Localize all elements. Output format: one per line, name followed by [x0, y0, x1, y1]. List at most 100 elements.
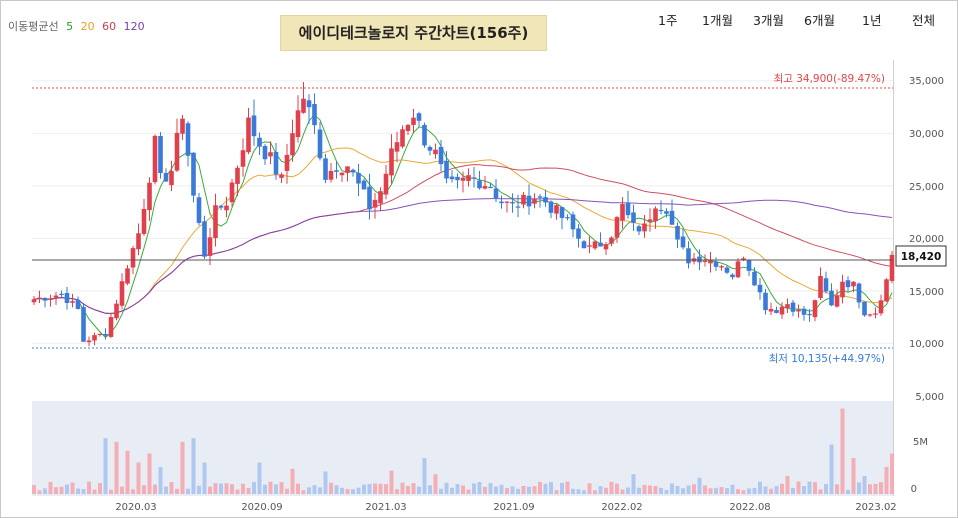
volume-bar — [554, 490, 559, 494]
candle-body — [86, 340, 92, 343]
volume-bar — [367, 484, 372, 494]
volume-bar — [246, 487, 251, 494]
candle-body — [114, 303, 119, 319]
candle-body — [400, 129, 405, 147]
period-all-button[interactable]: 전체 — [912, 13, 936, 28]
volume-bar — [769, 488, 773, 494]
volume-bar — [37, 490, 42, 494]
volume-bar — [675, 485, 680, 494]
volume-bar — [268, 481, 273, 494]
candle-body — [350, 169, 356, 173]
candle-body — [433, 149, 438, 155]
volume-bar — [692, 484, 696, 494]
ma-legend-item-60[interactable]: 60 — [102, 20, 117, 33]
volume-bar — [158, 467, 163, 494]
volume-bar — [43, 488, 47, 494]
candle-body — [48, 298, 53, 300]
ma-legend-item-5[interactable]: 5 — [66, 20, 74, 33]
volume-bar — [422, 458, 427, 494]
volume-bar — [169, 482, 174, 494]
volume-bar — [428, 485, 432, 494]
volume-bar — [153, 484, 157, 494]
ma-legend-item-20[interactable]: 20 — [80, 20, 95, 33]
volume-bar — [323, 471, 328, 494]
candle-body — [543, 197, 548, 203]
volume-bar — [846, 489, 850, 494]
volume-bar — [274, 484, 278, 494]
volume-bar — [791, 487, 795, 494]
candle-body — [515, 206, 521, 208]
candle-body — [213, 205, 218, 239]
volume-bar — [120, 486, 124, 494]
volume-bar — [835, 484, 839, 494]
volume-bar — [593, 490, 597, 494]
volume-bar — [54, 487, 58, 494]
candle-body — [411, 117, 416, 125]
volume-bar — [472, 483, 476, 494]
candle-body — [878, 300, 884, 314]
volume-bar — [450, 487, 454, 494]
candle-body — [686, 248, 691, 264]
volume-tick-label: 5,000 — [915, 392, 944, 403]
volume-bar — [576, 489, 581, 494]
candle-body — [559, 207, 565, 218]
volume-bar — [752, 487, 757, 494]
candle-body — [422, 124, 427, 146]
candle-body — [735, 261, 741, 278]
period-1y-button[interactable]: 1년 — [862, 13, 882, 28]
candle-body — [92, 335, 97, 341]
candle-body — [295, 110, 301, 138]
volume-bar — [389, 470, 394, 494]
period-1m-button[interactable]: 1개월 — [702, 13, 733, 28]
candle-body — [746, 260, 752, 271]
candle-body — [455, 176, 460, 181]
candle-body — [499, 201, 504, 204]
ma-legend-item-120[interactable]: 120 — [123, 20, 145, 33]
candle-body — [389, 148, 394, 176]
volume-bar — [582, 490, 586, 494]
volume-bar — [230, 484, 234, 494]
ma-legend-label: 이동평균선 — [8, 20, 59, 33]
volume-bar — [362, 484, 366, 494]
candle-body — [361, 180, 367, 190]
period-3m-button[interactable]: 3개월 — [753, 13, 784, 28]
candle-body — [482, 186, 488, 189]
candle-body — [328, 170, 334, 180]
y-axis: 35,000 30,000 25,000 20,000 15,000 10,00… — [909, 76, 944, 495]
candle-body — [741, 258, 746, 261]
candle-body — [449, 176, 455, 180]
volume-bar — [92, 489, 97, 494]
period-6m-button[interactable]: 6개월 — [804, 13, 835, 28]
candle-body — [416, 113, 422, 121]
candle-body — [526, 195, 532, 207]
candle-body — [125, 268, 130, 284]
candle-body — [768, 308, 774, 312]
candle-body — [889, 254, 895, 281]
candle-body — [141, 208, 147, 234]
volume-bar — [780, 483, 784, 494]
candle-body — [339, 172, 345, 176]
candle-body — [493, 188, 499, 199]
candle-body — [191, 152, 196, 196]
candle-body — [427, 147, 433, 151]
candle-body — [136, 233, 141, 250]
volume-bar — [87, 481, 91, 494]
volume-bar — [59, 486, 64, 494]
candle-body — [207, 237, 213, 256]
chart-title: 에이디테크놀로지 주간차트(156주) — [280, 15, 547, 51]
candle-body — [53, 295, 59, 298]
candle-body — [807, 313, 812, 316]
volume-bar — [285, 488, 289, 494]
candle-body — [680, 236, 686, 248]
candle-body — [845, 280, 851, 288]
candle-body — [356, 172, 361, 184]
current-price-box — [895, 245, 947, 267]
volume-bar — [301, 490, 306, 494]
candle-body — [631, 212, 636, 223]
candle-body — [598, 242, 603, 247]
period-1w-button[interactable]: 1주 — [658, 13, 678, 28]
candle-body — [785, 304, 790, 309]
y-tick-label: 30,000 — [909, 129, 944, 140]
candle-body — [444, 160, 449, 179]
